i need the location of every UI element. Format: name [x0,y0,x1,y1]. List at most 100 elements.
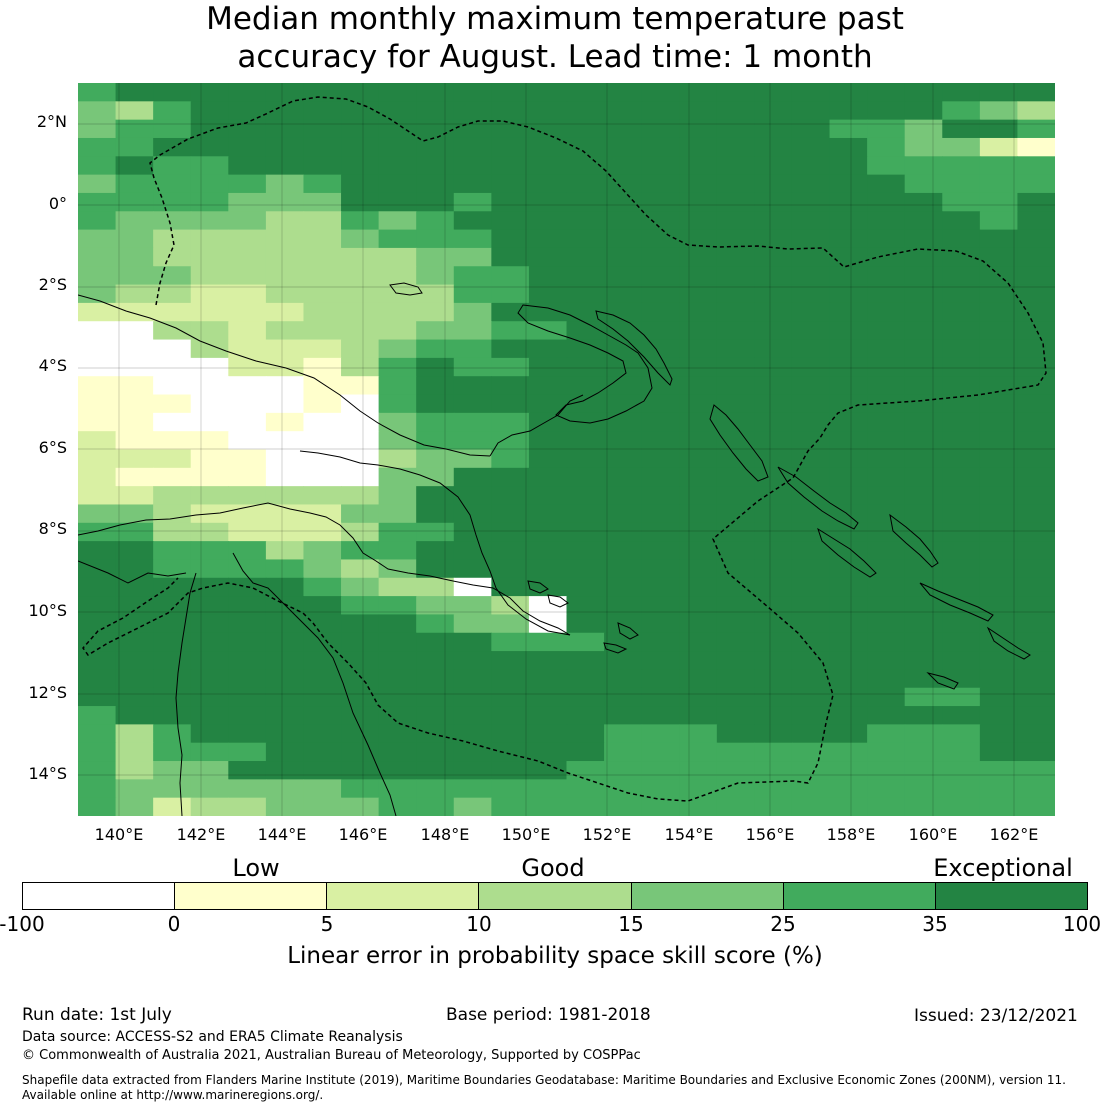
skill-cell [566,229,605,249]
skill-cell [566,302,605,322]
skill-cell [153,577,192,597]
skill-cell [791,614,831,634]
skill-cell [867,522,906,542]
skill-cell [378,614,417,634]
skill-cell [716,486,755,506]
skill-cell [528,266,568,286]
skill-cell [491,119,530,139]
skill-cell [791,541,831,561]
skill-cell [153,449,192,469]
skill-cell [341,83,380,102]
skill-cell [378,467,417,487]
skill-cell [341,541,380,561]
skill-cell [566,449,605,469]
skill-cell [867,101,906,121]
skill-cell [491,321,530,341]
skill-cell [491,174,530,194]
skill-cell [641,229,680,249]
skill-cell [754,247,793,267]
skill-cell [453,211,492,231]
skill-cell [829,797,868,816]
skill-cell [867,83,906,102]
skill-cell [641,302,680,322]
skill-cell [115,101,154,121]
skill-cell [679,339,718,359]
skill-cell [528,779,568,799]
skill-cell [942,761,981,780]
skill-cell [453,321,492,341]
skill-cell [78,651,117,670]
skill-cell [791,266,831,286]
skill-cell [265,522,305,542]
skill-cell [378,357,417,377]
skill-cell [942,449,981,469]
skill-cell [453,339,492,359]
category-exceptional: Exceptional [933,854,1073,882]
skill-cell [265,266,305,286]
skill-cell [641,101,680,121]
skill-cell [416,797,455,816]
skill-cell [604,779,643,799]
skill-cell [942,211,981,231]
skill-cell [604,156,643,176]
skill-cell [867,284,906,304]
skill-cell [904,467,943,487]
skill-cell [190,706,229,725]
skill-cell [679,376,718,396]
skill-cell [228,101,267,121]
skill-cell [1017,302,1055,322]
skill-cell [791,596,831,616]
skill-cell [604,266,643,286]
skill-cell [1017,651,1055,670]
skill-cell [979,522,1019,542]
skill-cell [904,101,943,121]
skill-cell [1017,706,1055,725]
skill-cell [1017,779,1055,799]
skill-cell [754,192,793,212]
skill-cell [303,266,342,286]
skill-cell [303,394,342,414]
skill-cell [228,394,267,414]
skill-cell [153,412,192,432]
skill-cell [1017,101,1055,121]
skill-cell [904,321,943,341]
skill-cell [1017,174,1055,194]
skill-cell [942,724,981,744]
skill-cell [791,394,831,414]
skill-cell [228,137,267,157]
skill-cell [641,119,680,139]
skill-cell [528,797,568,816]
skill-cell [566,137,605,157]
skill-cell [791,137,831,157]
skill-cell [115,687,154,707]
skill-cell [754,669,793,689]
skill-cell [228,357,267,377]
skill-cell [754,394,793,414]
skill-cell [716,394,755,414]
skill-cell [604,431,643,451]
skill-cell [604,137,643,157]
skill-cell [641,577,680,597]
skill-cell [416,449,455,469]
skill-cell [528,724,568,744]
skill-cell [528,522,568,542]
skill-cell [228,284,267,304]
skill-cell [153,724,192,744]
new-ireland [595,310,673,386]
skill-cell [453,156,492,176]
skill-cell [979,779,1019,799]
skill-cell [190,339,229,359]
skill-cell [791,504,831,524]
skill-cell [303,504,342,524]
skill-cell [679,742,718,762]
skill-cell [679,467,718,487]
skill-cell [228,761,267,780]
skill-cell [566,394,605,414]
skill-cell [679,394,718,414]
skill-cell [453,559,492,579]
skill-cell [754,119,793,139]
skill-cell [453,247,492,267]
skill-cell [942,321,981,341]
skill-cell [754,577,793,597]
skill-cell [829,284,868,304]
